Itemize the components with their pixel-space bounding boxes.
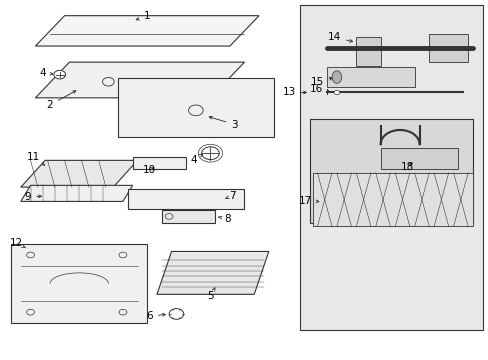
Text: 14: 14 [327, 32, 352, 42]
Text: 9: 9 [25, 192, 41, 202]
Polygon shape [380, 148, 458, 169]
Text: 7: 7 [225, 191, 235, 201]
Polygon shape [300, 5, 482, 330]
Text: 4: 4 [40, 68, 53, 78]
Text: 2: 2 [46, 91, 76, 110]
Polygon shape [157, 251, 268, 294]
Text: 1: 1 [136, 11, 150, 21]
Text: 5: 5 [207, 288, 214, 301]
Text: 17: 17 [298, 197, 318, 206]
Polygon shape [21, 160, 137, 187]
Text: 12: 12 [9, 238, 25, 248]
Text: 15: 15 [310, 77, 331, 87]
Text: 4: 4 [190, 154, 202, 165]
Text: 18: 18 [400, 162, 413, 172]
Polygon shape [35, 62, 244, 98]
Polygon shape [127, 189, 244, 208]
Circle shape [201, 147, 219, 159]
Polygon shape [11, 244, 147, 323]
Polygon shape [356, 37, 380, 66]
Circle shape [333, 90, 339, 95]
Text: 6: 6 [146, 311, 165, 321]
Polygon shape [21, 185, 132, 202]
Polygon shape [162, 210, 215, 223]
Polygon shape [312, 173, 472, 226]
Polygon shape [35, 16, 259, 46]
Text: 13: 13 [282, 87, 305, 98]
Polygon shape [309, 119, 472, 223]
Polygon shape [428, 33, 467, 62]
Circle shape [54, 70, 65, 79]
Polygon shape [118, 78, 273, 137]
Ellipse shape [331, 71, 341, 84]
Text: 16: 16 [309, 84, 329, 94]
Text: 11: 11 [26, 152, 44, 165]
Polygon shape [326, 67, 414, 87]
Text: 10: 10 [143, 165, 156, 175]
Circle shape [169, 309, 183, 319]
Text: 8: 8 [218, 213, 230, 224]
Polygon shape [132, 157, 186, 169]
Text: 3: 3 [209, 116, 238, 130]
